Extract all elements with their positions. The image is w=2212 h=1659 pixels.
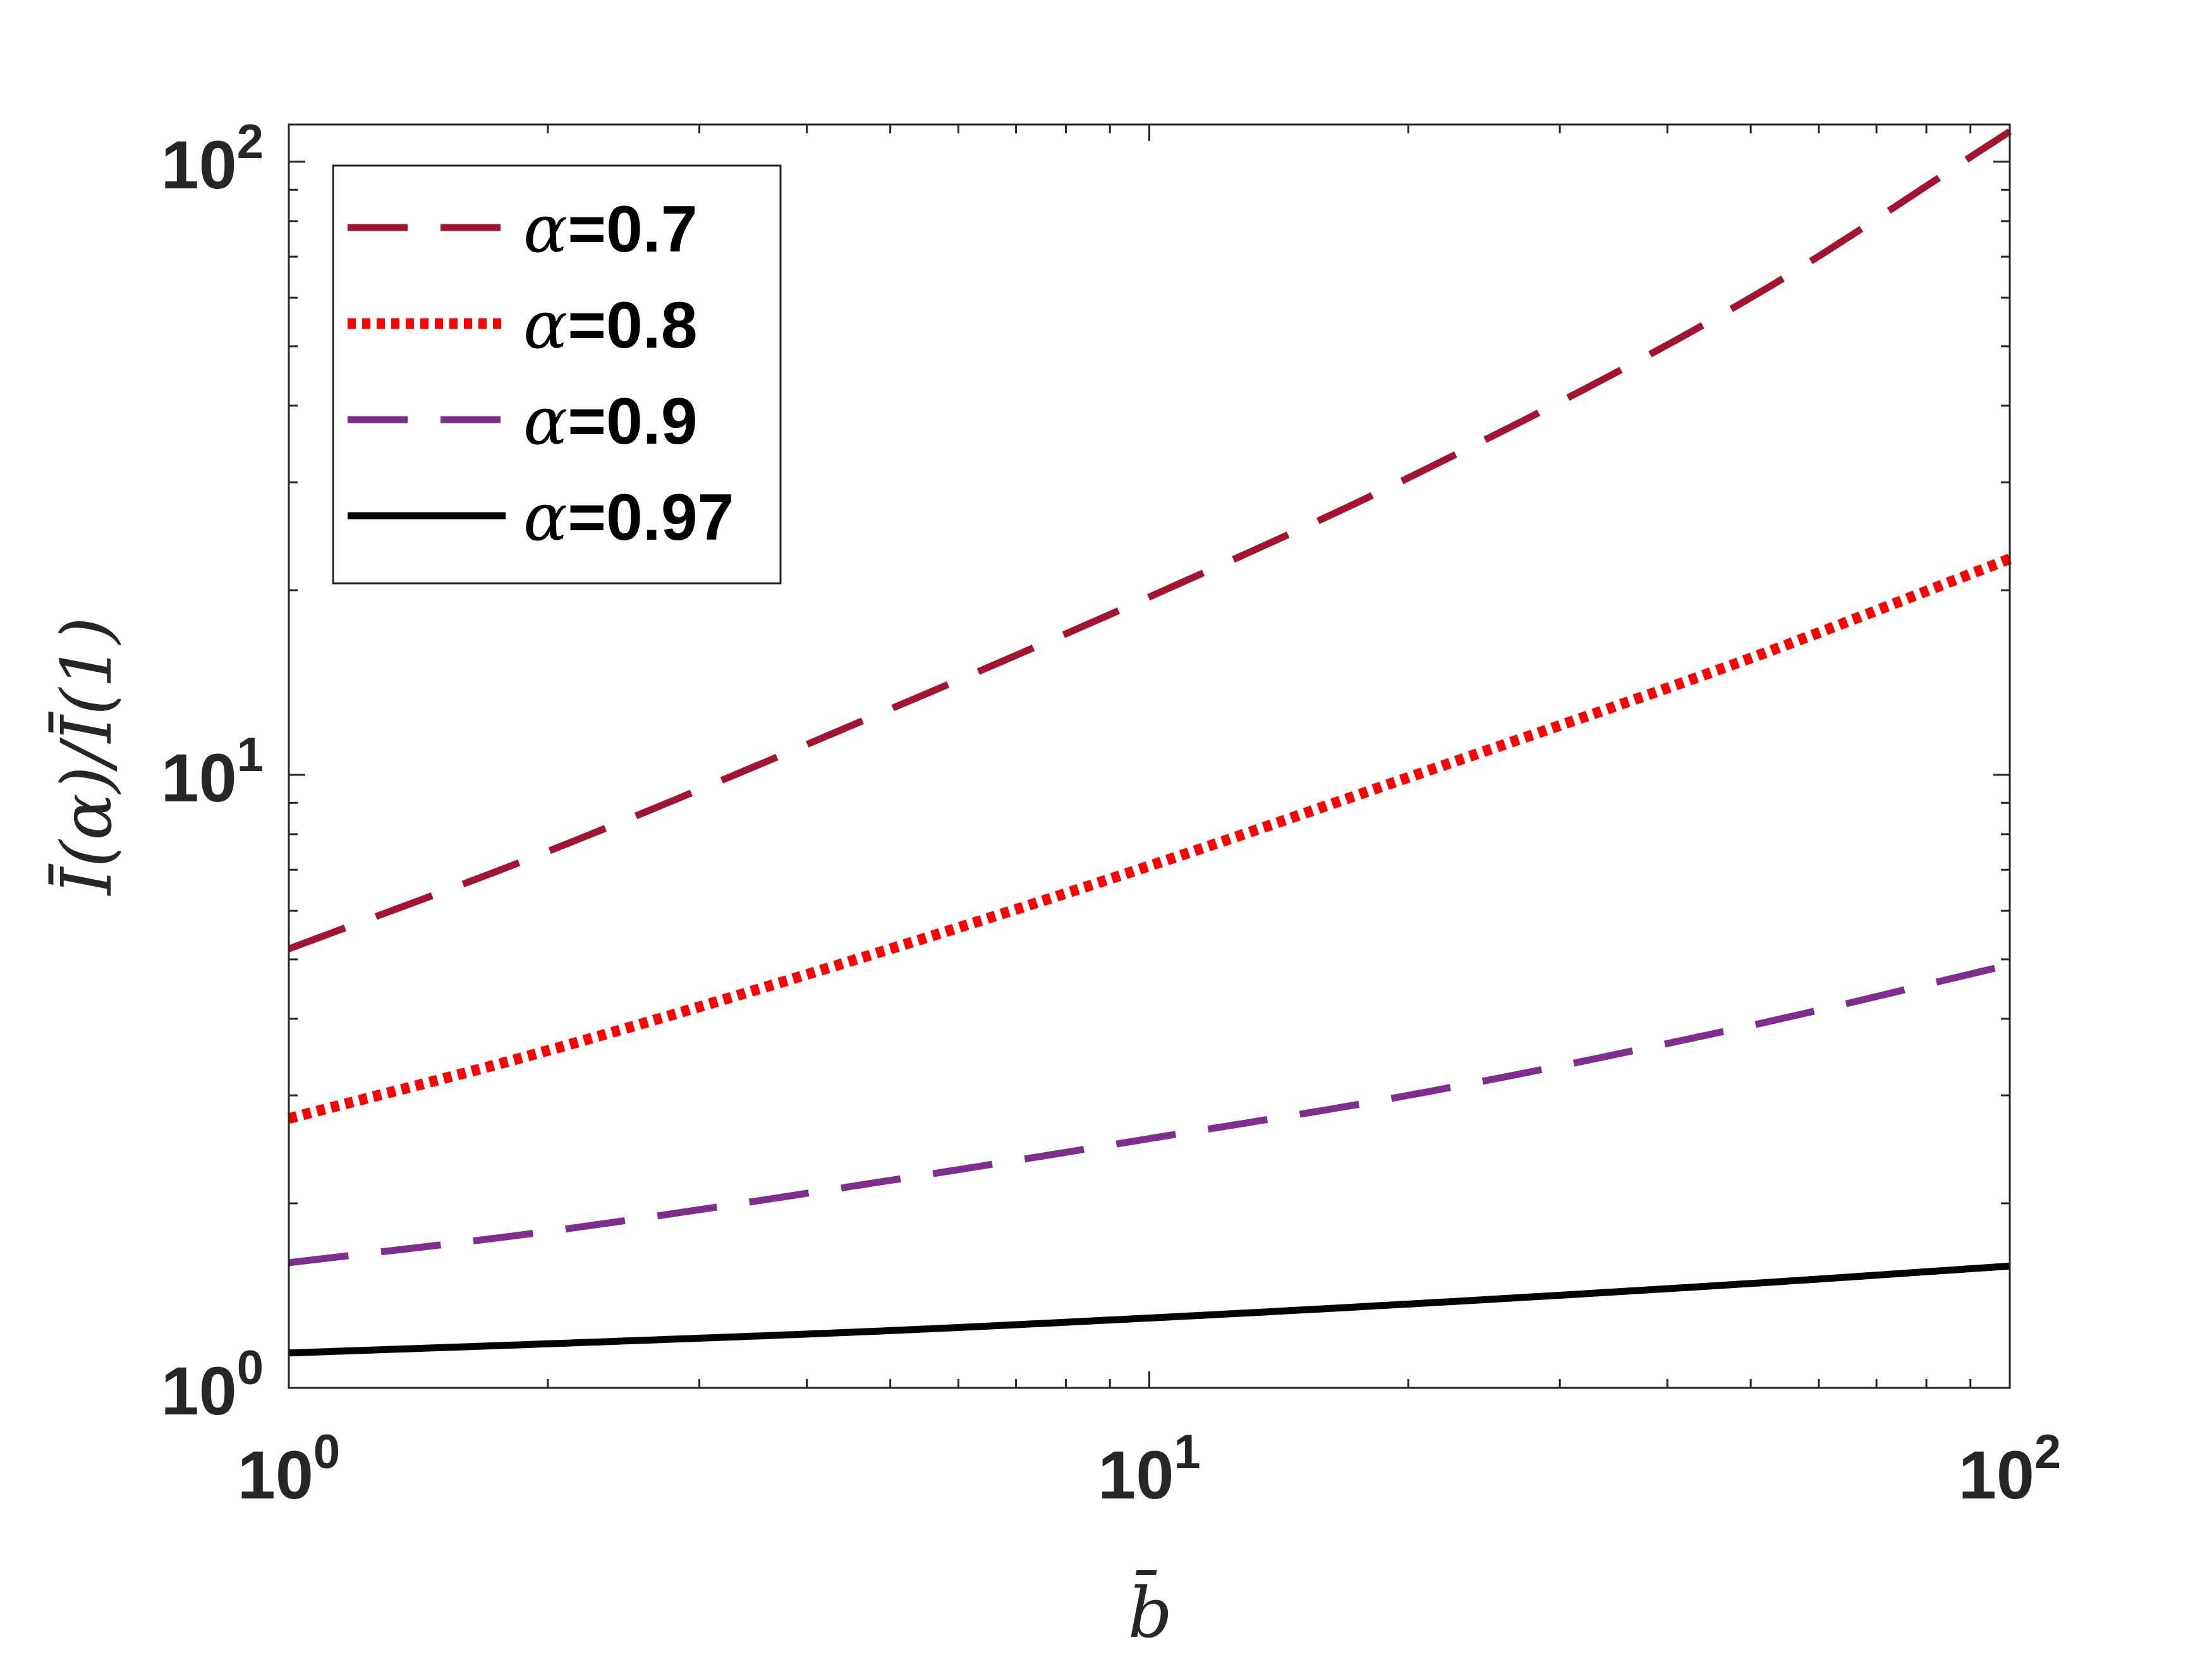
legend-label-2: α=0.8 [523, 286, 698, 363]
x-axis-label: b̄ [1128, 1570, 1172, 1653]
y-axis-label: Ī(α)/Ī(1) [46, 617, 127, 896]
y-tick-label: 101 [161, 728, 264, 816]
y-tick-label: 102 [161, 115, 264, 203]
series-line-1 [288, 128, 2012, 952]
legend-label-3: α=0.9 [523, 382, 698, 459]
x-tick-label: 101 [1098, 1425, 1200, 1513]
series-line-2 [287, 554, 2012, 1124]
series-line-4 [288, 1262, 2010, 1357]
x-tick-label: 100 [238, 1425, 340, 1513]
series-line-3 [288, 961, 2011, 1267]
legend-label-4: α=0.97 [523, 478, 734, 556]
legend-label-1: α=0.7 [523, 190, 698, 267]
tick-labels: 100 101 102 100 101 102 [161, 115, 2062, 1513]
series-layer [287, 128, 2012, 1357]
plot-frame [288, 123, 2011, 1389]
legend: α=0.7 α=0.8 α=0.9 α=0.97 [332, 164, 782, 585]
x-tick-label: 102 [1959, 1425, 2061, 1513]
y-tick-label: 100 [161, 1341, 264, 1429]
